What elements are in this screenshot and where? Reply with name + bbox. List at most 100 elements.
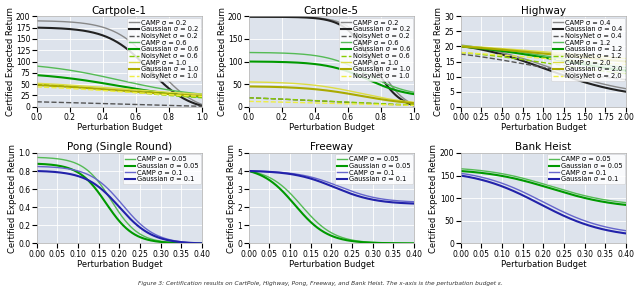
NoisyNet σ = 0.2 bbox=[87, 102, 95, 105]
CAMP σ = 0.1 bbox=[152, 233, 160, 237]
NoisyNet σ = 1.0 bbox=[244, 100, 252, 103]
Gaussian σ = 0.1 bbox=[87, 180, 95, 183]
NoisyNet σ = 0.2 bbox=[365, 102, 372, 105]
CAMP σ = 1.0 bbox=[265, 81, 273, 84]
CAMP σ = 0.6 bbox=[198, 92, 206, 96]
Gaussian σ = 0.4 bbox=[622, 90, 630, 94]
X-axis label: Perturbation Budget: Perturbation Budget bbox=[500, 260, 586, 269]
Line: Gaussian σ = 2.0: Gaussian σ = 2.0 bbox=[461, 47, 626, 61]
Gaussian σ = 1.0 bbox=[87, 87, 95, 90]
Line: CAMP σ = 1.2: CAMP σ = 1.2 bbox=[461, 45, 626, 67]
Gaussian σ = 0.1 bbox=[152, 235, 160, 238]
Gaussian σ = 0.05 bbox=[198, 242, 206, 245]
Y-axis label: Certified Expected Return: Certified Expected Return bbox=[218, 7, 227, 116]
Gaussian σ = 0.1 bbox=[622, 232, 630, 235]
X-axis label: Perturbation Budget: Perturbation Budget bbox=[289, 260, 374, 269]
Gaussian σ = 0.1 bbox=[137, 226, 145, 230]
Title: Cartpole-5: Cartpole-5 bbox=[304, 5, 359, 15]
CAMP σ = 0.6 bbox=[349, 65, 356, 68]
NoisyNet σ = 0.6 bbox=[310, 99, 318, 102]
Gaussian σ = 0.1 bbox=[364, 197, 372, 200]
Legend: CAMP σ = 0.05, Gaussian σ = 0.05, CAMP σ = 0.1, Gaussian σ = 0.1: CAMP σ = 0.05, Gaussian σ = 0.05, CAMP σ… bbox=[335, 154, 413, 184]
CAMP σ = 0.05 bbox=[87, 171, 95, 175]
Gaussian σ = 0.05 bbox=[33, 162, 40, 166]
Gaussian σ = 1.0 bbox=[152, 92, 160, 95]
CAMP σ = 1.0 bbox=[349, 90, 356, 93]
Gaussian σ = 0.05 bbox=[577, 195, 584, 199]
Line: Gaussian σ = 0.05: Gaussian σ = 0.05 bbox=[248, 171, 414, 243]
Y-axis label: Certified Expected Return: Certified Expected Return bbox=[8, 144, 17, 253]
NoisyNet σ = 2.0 bbox=[576, 59, 584, 63]
NoisyNet σ = 1.0 bbox=[198, 95, 206, 98]
Gaussian σ = 0.4 bbox=[511, 56, 518, 60]
CAMP σ = 0.1 bbox=[511, 186, 518, 190]
CAMP σ = 0.05 bbox=[244, 169, 252, 173]
CAMP σ = 0.1 bbox=[576, 217, 584, 221]
CAMP σ = 0.1 bbox=[87, 174, 95, 178]
Gaussian σ = 1.2 bbox=[457, 45, 465, 48]
Gaussian σ = 0.05 bbox=[87, 181, 95, 184]
Gaussian σ = 2.0 bbox=[576, 55, 584, 59]
Gaussian σ = 0.2 bbox=[152, 75, 160, 78]
Line: CAMP σ = 0.1: CAMP σ = 0.1 bbox=[36, 166, 202, 243]
Gaussian σ = 1.2 bbox=[511, 51, 518, 55]
Title: Pong (Single Round): Pong (Single Round) bbox=[67, 142, 172, 152]
Gaussian σ = 0.6 bbox=[299, 61, 307, 65]
CAMP σ = 0.6 bbox=[364, 73, 372, 76]
CAMP σ = 0.1 bbox=[457, 172, 465, 175]
Gaussian σ = 1.2 bbox=[477, 47, 484, 50]
CAMP σ = 0.05 bbox=[152, 239, 160, 242]
Gaussian σ = 0.4 bbox=[561, 74, 568, 78]
X-axis label: Perturbation Budget: Perturbation Budget bbox=[500, 124, 586, 132]
Gaussian σ = 0.05 bbox=[364, 241, 372, 244]
CAMP σ = 0.05 bbox=[511, 174, 518, 178]
Line: Gaussian σ = 0.05: Gaussian σ = 0.05 bbox=[36, 164, 202, 243]
Gaussian σ = 1.0 bbox=[52, 84, 60, 88]
Gaussian σ = 2.0 bbox=[622, 60, 630, 63]
CAMP σ = 0.2 bbox=[99, 25, 106, 29]
Gaussian σ = 0.6 bbox=[364, 78, 372, 81]
Gaussian σ = 1.0 bbox=[349, 93, 356, 96]
CAMP σ = 0.6 bbox=[310, 54, 318, 57]
Gaussian σ = 0.2 bbox=[137, 59, 145, 63]
Line: CAMP σ = 0.05: CAMP σ = 0.05 bbox=[36, 157, 202, 243]
CAMP σ = 2.0 bbox=[522, 49, 530, 52]
CAMP σ = 1.2 bbox=[477, 45, 484, 49]
Line: Gaussian σ = 0.6: Gaussian σ = 0.6 bbox=[36, 75, 202, 97]
Gaussian σ = 0.2 bbox=[153, 76, 161, 79]
Line: CAMP σ = 0.6: CAMP σ = 0.6 bbox=[248, 53, 414, 92]
NoisyNet σ = 0.2 bbox=[244, 96, 252, 100]
CAMP σ = 1.0 bbox=[152, 90, 160, 93]
Legend: CAMP σ = 0.4, Gaussian σ = 0.4, NoisyNet σ = 0.4, CAMP σ = 1.2, Gaussian σ = 1.2: CAMP σ = 0.4, Gaussian σ = 0.4, NoisyNet… bbox=[551, 18, 625, 81]
CAMP σ = 0.1 bbox=[99, 182, 106, 185]
Line: NoisyNet σ = 1.0: NoisyNet σ = 1.0 bbox=[36, 87, 202, 96]
CAMP σ = 0.05 bbox=[561, 188, 568, 192]
Gaussian σ = 0.2 bbox=[99, 33, 106, 37]
CAMP σ = 0.05 bbox=[310, 218, 318, 221]
CAMP σ = 1.0 bbox=[33, 82, 40, 85]
NoisyNet σ = 2.0 bbox=[522, 55, 530, 59]
CAMP σ = 0.1 bbox=[577, 218, 584, 221]
CAMP σ = 0.05 bbox=[477, 169, 484, 172]
CAMP σ = 2.0 bbox=[477, 45, 484, 49]
CAMP σ = 0.4 bbox=[576, 76, 584, 79]
NoisyNet σ = 1.0 bbox=[153, 92, 161, 96]
Gaussian σ = 0.2 bbox=[265, 15, 273, 19]
Gaussian σ = 0.1 bbox=[457, 174, 465, 177]
NoisyNet σ = 0.4 bbox=[477, 55, 484, 58]
CAMP σ = 0.05 bbox=[265, 175, 273, 179]
Gaussian σ = 0.1 bbox=[310, 178, 318, 181]
Gaussian σ = 0.2 bbox=[299, 16, 307, 19]
Gaussian σ = 1.0 bbox=[33, 83, 40, 87]
CAMP σ = 0.05 bbox=[410, 242, 418, 245]
CAMP σ = 0.1 bbox=[410, 200, 418, 203]
Gaussian σ = 0.6 bbox=[137, 88, 145, 91]
Gaussian σ = 1.2 bbox=[622, 69, 630, 72]
CAMP σ = 0.2 bbox=[33, 19, 40, 23]
Gaussian σ = 0.05 bbox=[244, 169, 252, 173]
Gaussian σ = 0.05 bbox=[310, 223, 318, 227]
NoisyNet σ = 1.0 bbox=[33, 85, 40, 89]
Gaussian σ = 0.05 bbox=[152, 240, 160, 243]
Gaussian σ = 1.0 bbox=[137, 90, 145, 94]
CAMP σ = 0.05 bbox=[299, 205, 307, 208]
